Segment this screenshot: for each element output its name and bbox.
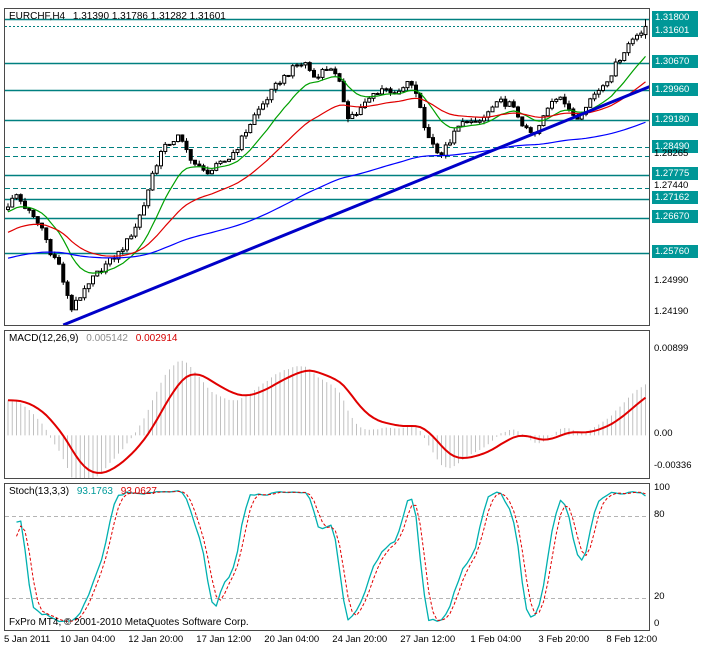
price-level-label: 1.26670: [652, 210, 698, 224]
time-axis-label: 12 Jan 20:00: [128, 634, 184, 645]
stochastic-indicator-panel: Stoch(13,3,3) 93.1763 93.0627 FxPro MT4,…: [4, 483, 650, 631]
time-axis-label: 3 Feb 20:00: [538, 634, 590, 645]
stochastic-scale[interactable]: 100 80 20 0: [652, 482, 710, 631]
macd-signal-value: 0.002914: [135, 333, 178, 344]
price-level-label: 1.29960: [652, 82, 698, 96]
stoch-main-value: 93.1763: [76, 486, 113, 497]
chart-ohlc-values: 1.31390 1.31786 1.31282 1.31601: [72, 11, 226, 22]
macd-indicator-panel: MACD(12,26,9) 0.005142 0.002914: [4, 330, 650, 479]
time-axis-label: 24 Jan 20:00: [332, 634, 388, 645]
price-level-label: 1.28490: [652, 139, 698, 153]
price-axis-tick: 1.24190: [654, 306, 689, 318]
stochastic-label: Stoch(13,3,3) 93.1763 93.0627: [9, 486, 157, 497]
stoch-name: Stoch(13,3,3): [9, 486, 70, 497]
price-level-label: 1.30670: [652, 55, 698, 68]
macd-label: MACD(12,26,9) 0.005142 0.002914: [9, 333, 177, 344]
price-level-label: 1.31800: [652, 11, 698, 25]
main-chart-panel: EURCHF,H4 1.31390 1.31786 1.31282 1.3160…: [4, 8, 650, 326]
macd-scale[interactable]: 0.00899 0.00 -0.00336: [652, 330, 710, 479]
time-axis[interactable]: 5 Jan 2011 10 Jan 04:00 12 Jan 20:00 17 Jan…: [4, 633, 708, 649]
chart-title: EURCHF,H4 1.31390 1.31786 1.31282 1.3160…: [9, 11, 226, 22]
price-level-label: 1.27162: [652, 191, 698, 205]
price-scale[interactable]: 1.31800 1.31601 1.30670 1.29960 1.29180 1.284…: [652, 8, 710, 326]
current-price-label: 1.31601: [652, 24, 698, 38]
macd-canvas[interactable]: [5, 331, 649, 478]
time-axis-label: 1 Feb 04:00: [470, 634, 522, 645]
time-axis-label: 27 Jan 12:00: [400, 634, 456, 645]
macd-name: MACD(12,26,9): [9, 333, 79, 344]
platform-copyright: FxPro MT4, © 2001-2010 MetaQuotes Softwa…: [9, 617, 249, 628]
time-axis-label: 17 Jan 12:00: [196, 634, 252, 645]
stochastic-axis-tick: 20: [654, 590, 665, 602]
macd-main-value: 0.005142: [86, 333, 128, 344]
macd-axis-tick: -0.00336: [654, 460, 692, 472]
macd-axis-tick: 0.00: [654, 428, 673, 440]
time-axis-label: 8 Feb 12:00: [606, 634, 658, 645]
price-axis-tick: 1.27440: [654, 180, 689, 192]
price-axis-tick: 1.24990: [654, 275, 689, 287]
time-axis-label: 20 Jan 04:00: [264, 634, 320, 645]
stochastic-axis-tick: 0: [654, 617, 660, 629]
chart-symbol-period: EURCHF,H4: [9, 11, 66, 22]
price-chart-canvas[interactable]: [5, 9, 649, 325]
price-level-label: 1.25760: [652, 245, 698, 259]
price-axis-tick: 1.28265: [654, 148, 689, 160]
time-axis-label: 5 Jan 2011: [4, 634, 51, 645]
stoch-signal-value: 93.0627: [120, 486, 157, 497]
stochastic-axis-tick: 100: [654, 482, 670, 494]
stochastic-canvas[interactable]: [5, 484, 649, 630]
stochastic-axis-tick: 80: [654, 509, 665, 521]
price-level-label: 1.29180: [652, 112, 698, 126]
price-level-label: 1.27775: [652, 167, 698, 181]
macd-axis-tick: 0.00899: [654, 343, 689, 355]
time-axis-label: 10 Jan 04:00: [60, 634, 116, 645]
